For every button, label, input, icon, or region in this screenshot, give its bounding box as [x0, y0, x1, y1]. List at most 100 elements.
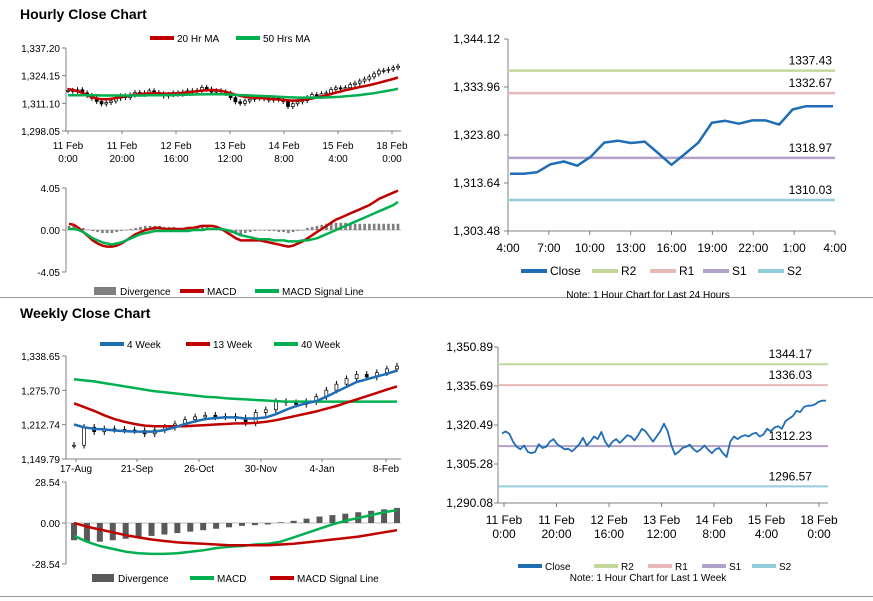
hourly-candle-body: [295, 101, 300, 105]
level-s2-label: 1310.03: [789, 183, 833, 197]
legend-divergence: Divergence: [118, 574, 169, 585]
x-tick-label: 10:00: [575, 241, 605, 255]
y-tick-label: 1,212.74: [21, 421, 60, 432]
divergence-bar: [358, 223, 362, 230]
x-tick-label: 22:00: [738, 241, 768, 255]
hourly-candle-body: [109, 100, 113, 103]
x-tick-label: 15 Feb: [748, 513, 786, 527]
hourly-candle-body: [367, 76, 372, 80]
x-tick-label: 1:00: [782, 241, 806, 255]
divergence-bar: [339, 222, 343, 230]
x-tick-label: 14 Feb: [695, 513, 733, 527]
legend-r2: R2: [621, 562, 634, 573]
weekly-candle-body: [344, 378, 349, 385]
x-tick-label: 13 Feb: [643, 513, 681, 527]
x-tick-label: 8-Feb: [373, 464, 400, 475]
divergence-bar: [220, 230, 223, 232]
divergence-bar: [143, 225, 147, 230]
divergence-bar: [334, 222, 338, 230]
divergence-bar: [264, 523, 271, 525]
divergence-bar: [387, 223, 390, 230]
legend-divergence-swatch: [94, 287, 116, 295]
y-tick-label: 1,313.64: [453, 176, 500, 190]
divergence-bar: [86, 229, 90, 231]
divergence-bar: [251, 523, 258, 526]
level-s1-label: 1318.97: [789, 141, 833, 155]
weekly-candle-body: [82, 426, 86, 446]
legend-macd: MACD: [217, 574, 246, 585]
legend-s1: S1: [729, 562, 742, 573]
divergence-bar: [81, 227, 85, 230]
divergence-bar: [239, 230, 242, 235]
x-tick-label: 13 Feb: [214, 141, 246, 152]
level-s1-label: 1312.23: [769, 429, 813, 443]
divergence-bar: [71, 523, 77, 541]
divergence-bar: [196, 226, 200, 230]
divergence-bar: [282, 230, 285, 233]
divergence-bar: [174, 523, 181, 534]
hourly-candle-body: [357, 80, 362, 84]
divergence-bar: [329, 222, 333, 230]
section-divider: [0, 297, 873, 298]
x-tick-label: 8:00: [702, 527, 726, 541]
macd-signal-line: [73, 521, 398, 547]
divergence-bar: [244, 230, 247, 234]
y-tick-label: 1,323.80: [453, 128, 500, 142]
divergence-bar: [272, 230, 276, 232]
x-tick-label: 26-Oct: [184, 464, 214, 475]
x-tick-label: 7:00: [537, 241, 561, 255]
macd-line: [73, 508, 398, 556]
weekly-candle-body: [274, 401, 278, 411]
legend-macd-signal: MACD Signal Line: [282, 287, 364, 298]
hourly-candle-body: [286, 101, 290, 107]
y-tick-label: -4.05: [37, 268, 60, 279]
ma-50-line: [68, 87, 399, 99]
divergence-bar: [310, 226, 314, 230]
divergence-bar: [277, 522, 284, 523]
hourly-candle-body: [386, 69, 391, 71]
y-tick-label: 1,305.28: [446, 457, 493, 471]
divergence-bar: [200, 523, 207, 531]
divergence-bar: [287, 230, 290, 234]
legend-13-week: 13 Week: [213, 340, 253, 351]
x-tick-label: 12 Feb: [590, 513, 628, 527]
x-tick-label: 19:00: [697, 241, 727, 255]
x-tick-label: 30-Nov: [245, 464, 277, 475]
legend-r2: R2: [621, 264, 637, 278]
chart-note: Note: 1 Hour Chart for Last 1 Week: [570, 573, 728, 584]
divergence-bar: [253, 230, 257, 232]
y-tick-label: 1,311.10: [22, 99, 61, 110]
x-tick-label: 4-Jan: [309, 464, 334, 475]
x-tick-label: 13:00: [616, 241, 646, 255]
close-line: [501, 399, 826, 458]
x-tick-label: 15 Feb: [322, 141, 354, 152]
divergence-bar: [303, 518, 310, 523]
legend-s2: S2: [779, 562, 792, 573]
divergence-bar: [258, 230, 262, 231]
hourly-candle-body: [381, 70, 386, 72]
x-tick-label: 16:00: [594, 527, 624, 541]
macd-line: [68, 189, 399, 248]
ma-4-week-line: [73, 369, 398, 433]
divergence-bar: [391, 223, 395, 230]
divergence-bar: [187, 523, 194, 532]
y-tick-label: 1,149.79: [21, 455, 60, 466]
divergence-bar: [372, 223, 376, 230]
hourly-candle-body: [324, 92, 329, 95]
divergence-bar: [110, 230, 114, 234]
x-tick-label: 4:00: [328, 154, 348, 165]
chart-note: Note: 1 Hour Chart for Last 24 Hours: [566, 290, 729, 301]
ma-13-week-line: [73, 385, 398, 428]
hourly-candle-body: [372, 73, 376, 78]
x-tick-label: 4:00: [823, 241, 847, 255]
divergence-bar: [329, 515, 336, 523]
divergence-bar: [342, 513, 349, 523]
y-tick-label: 1,338.65: [21, 352, 60, 363]
y-tick-label: 1,290.08: [446, 496, 493, 510]
legend-40-week: 40 Week: [301, 340, 341, 351]
divergence-bar: [213, 523, 220, 529]
legend-close: Close: [550, 264, 581, 278]
divergence-bar: [290, 520, 297, 523]
y-tick-label: 1,275.70: [21, 386, 60, 397]
divergence-bar: [105, 230, 109, 234]
